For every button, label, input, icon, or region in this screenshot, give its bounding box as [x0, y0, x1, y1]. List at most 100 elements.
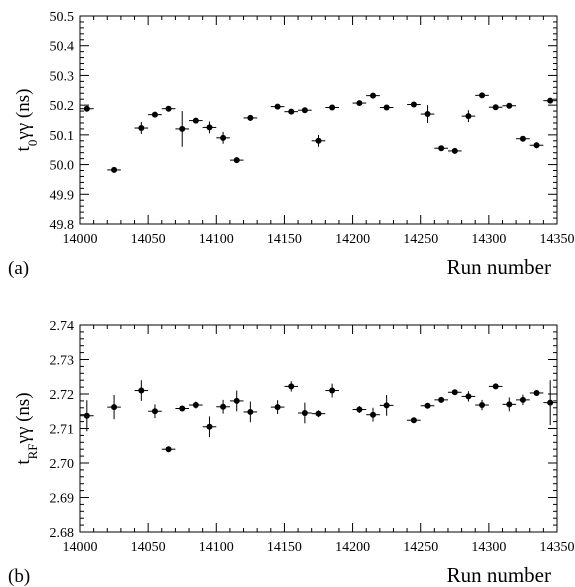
- data-point: [148, 404, 162, 419]
- data-point: [216, 131, 230, 144]
- x-tick-label: 14050: [131, 232, 166, 247]
- x-axis-label: Run number: [447, 255, 551, 279]
- data-point: [516, 135, 530, 142]
- data-point: [379, 395, 394, 416]
- data-marker: [492, 104, 499, 111]
- data-marker: [220, 134, 227, 141]
- data-point: [461, 391, 476, 402]
- data-marker: [83, 412, 90, 419]
- data-marker: [83, 105, 90, 112]
- data-marker: [138, 125, 145, 132]
- data-marker: [329, 387, 336, 394]
- data-point: [80, 105, 94, 112]
- data-marker: [383, 104, 390, 111]
- data-marker: [519, 135, 526, 142]
- y-tick-label: 2.71: [50, 423, 75, 438]
- y-tick-label: 50.4: [50, 40, 75, 55]
- data-point: [488, 383, 503, 390]
- data-marker: [165, 105, 172, 112]
- data-point: [311, 134, 326, 147]
- data-point: [270, 103, 285, 110]
- data-point: [107, 166, 121, 173]
- data-point: [461, 110, 476, 123]
- y-tick-label: 50.1: [50, 129, 75, 144]
- data-marker: [438, 145, 445, 152]
- data-marker: [410, 101, 417, 108]
- data-marker: [151, 111, 158, 118]
- panel-a: 14000 14050 14100 14150 14200 14250 14300 14350…: [8, 10, 575, 279]
- data-marker: [451, 147, 458, 154]
- panel-b: 14000 14050 14100 14150 14200 14250 14300 14350…: [8, 319, 575, 587]
- panel-label: (a): [8, 258, 29, 279]
- data-point: [298, 107, 312, 114]
- data-marker: [288, 383, 295, 390]
- data-point: [475, 92, 489, 99]
- data-marker: [492, 383, 499, 390]
- data-point: [543, 97, 557, 104]
- data-marker: [165, 446, 172, 453]
- y-tick-label: 2.69: [50, 492, 75, 507]
- data-point: [161, 105, 176, 112]
- data-marker: [220, 403, 227, 410]
- data-point: [407, 417, 421, 424]
- x-axis-label: Run number: [447, 563, 551, 587]
- data-marker: [410, 417, 417, 424]
- data-marker: [356, 100, 363, 107]
- x-tick-label: 14350: [540, 232, 575, 247]
- data-point: [80, 400, 94, 432]
- x-tick-label: 14250: [403, 232, 438, 247]
- data-marker: [465, 113, 472, 120]
- y-tick-label: 2.70: [50, 457, 75, 472]
- data-point: [243, 401, 258, 423]
- data-marker: [179, 405, 186, 412]
- y-tick-label: 2.72: [50, 388, 75, 403]
- data-marker: [356, 406, 363, 413]
- y-tick-label: 2.73: [50, 354, 75, 369]
- data-point: [229, 390, 244, 412]
- data-marker: [179, 125, 186, 132]
- data-marker: [274, 103, 281, 110]
- data-point: [189, 117, 203, 124]
- data-point: [229, 157, 244, 164]
- plot-frame: [79, 324, 558, 533]
- data-point: [366, 407, 380, 422]
- data-point: [543, 380, 557, 426]
- data-point: [134, 380, 149, 401]
- data-point: [516, 394, 530, 406]
- x-tick-label: 14200: [335, 540, 370, 555]
- y-tick-label: 50.3: [50, 69, 75, 84]
- data-marker: [329, 104, 336, 111]
- data-point: [216, 399, 230, 414]
- data-point: [502, 397, 517, 412]
- data-point: [284, 108, 299, 115]
- data-point: [175, 405, 190, 412]
- data-marker: [111, 404, 118, 411]
- y-tick-label: 49.8: [50, 218, 75, 233]
- x-tick-label: 14300: [471, 540, 506, 555]
- x-tick-label: 14150: [267, 540, 302, 555]
- data-point: [202, 416, 217, 438]
- data-point: [243, 114, 258, 121]
- y-tick-label: 49.9: [50, 188, 75, 203]
- data-marker: [370, 92, 377, 99]
- data-marker: [370, 411, 377, 418]
- y-tick-label: 50.0: [50, 159, 75, 174]
- data-marker: [111, 166, 118, 173]
- data-point: [434, 396, 448, 403]
- y-tick-label: 2.74: [50, 319, 75, 334]
- data-marker: [506, 401, 513, 408]
- y-tick-label: 2.68: [50, 526, 75, 541]
- data-point: [379, 104, 394, 111]
- data-marker: [547, 399, 554, 406]
- data-marker: [533, 142, 540, 149]
- data-marker: [315, 410, 322, 417]
- y-tick-label: 50.2: [50, 99, 75, 114]
- data-marker: [465, 393, 472, 400]
- data-marker: [533, 389, 540, 396]
- data-marker: [206, 124, 213, 131]
- panel-label: (b): [8, 566, 30, 587]
- data-point: [420, 402, 435, 409]
- data-point: [134, 122, 149, 134]
- x-tick-label: 14350: [540, 540, 575, 555]
